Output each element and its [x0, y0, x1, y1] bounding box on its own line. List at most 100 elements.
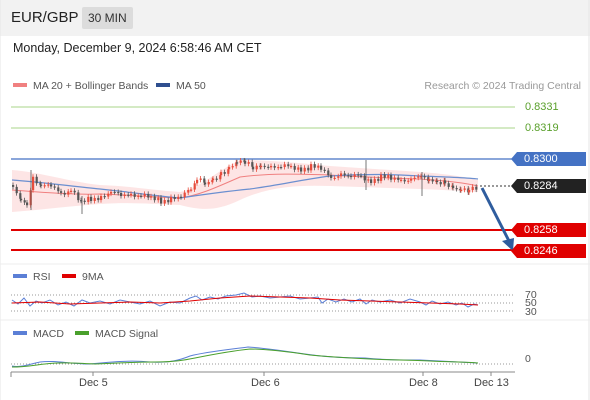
- candle-body: [330, 175, 333, 178]
- candle-body: [337, 176, 340, 178]
- candle-body: [267, 166, 270, 168]
- candle-body: [340, 173, 343, 177]
- candle-body: [212, 178, 215, 181]
- candle-body: [439, 181, 442, 185]
- candle-body: [297, 167, 300, 170]
- rsi-ma-swatch: [62, 274, 76, 279]
- candle-body: [223, 172, 226, 174]
- timeframe-button[interactable]: 30 MIN: [82, 7, 133, 29]
- candle-body: [471, 186, 474, 191]
- candle-body: [15, 186, 18, 194]
- candle-body: [113, 191, 116, 194]
- candle-body: [363, 175, 366, 181]
- rsi-level-70: 70: [525, 289, 537, 301]
- last-price-tag: 0.8284: [511, 179, 586, 193]
- candle-body: [63, 192, 66, 195]
- macd-signal-label: MACD Signal: [95, 328, 159, 340]
- ma50-line: [11, 173, 479, 199]
- candle-body: [73, 190, 76, 193]
- candle-body: [313, 164, 316, 168]
- candle-body: [252, 166, 255, 170]
- candle-body: [77, 192, 80, 201]
- candle-body: [436, 180, 439, 182]
- ma50-swatch: [156, 83, 170, 88]
- candle-body: [400, 179, 403, 181]
- candle-body: [180, 196, 183, 198]
- candle-body: [170, 196, 173, 203]
- candle-body: [410, 178, 413, 181]
- candle-body: [150, 196, 153, 198]
- candle-body: [23, 200, 26, 203]
- macd-signal-swatch: [75, 331, 89, 336]
- candle-body: [228, 167, 231, 170]
- candle-body: [380, 174, 383, 181]
- pivot-tag: 0.8300: [511, 152, 586, 166]
- candle-body: [417, 176, 420, 178]
- candle-body: [199, 178, 202, 180]
- candle-body: [147, 193, 150, 198]
- candle-body: [43, 185, 46, 187]
- candle-body: [83, 200, 86, 202]
- candle-body: [123, 194, 126, 197]
- ma20-label: MA 20 + Bollinger Bands: [33, 80, 149, 92]
- symbol-title: EUR/GBP: [11, 9, 79, 26]
- legend-rsi-ma: 9MA: [62, 271, 104, 283]
- candle-body: [130, 193, 133, 195]
- rsi-swatch: [13, 274, 27, 279]
- ma50-label: MA 50: [176, 80, 206, 92]
- legend-ma50: MA 50: [156, 80, 206, 92]
- candle-body: [320, 165, 323, 170]
- candle-body: [247, 162, 250, 164]
- candle-body: [183, 192, 186, 198]
- candle-body: [60, 191, 63, 193]
- candle-body: [303, 167, 306, 172]
- candle-body: [67, 191, 70, 195]
- candle-body: [431, 179, 434, 182]
- candle-body: [377, 178, 380, 181]
- rsi-ma-label: 9MA: [82, 271, 104, 283]
- candle-body: [460, 189, 463, 191]
- candle-body: [39, 183, 42, 185]
- candle-body: [196, 179, 199, 184]
- candle-body: [117, 191, 120, 194]
- candle-body: [157, 197, 160, 201]
- candle-body: [270, 165, 273, 168]
- candle-body: [127, 194, 130, 196]
- candle-body: [93, 197, 96, 202]
- candle-body: [107, 193, 110, 197]
- candle-body: [260, 165, 263, 168]
- candle-body: [367, 179, 370, 181]
- candle-body: [97, 197, 100, 201]
- candle-body: [468, 190, 471, 193]
- candle-body: [47, 184, 50, 186]
- candle-body: [163, 200, 166, 204]
- legend-macd: MACD: [13, 328, 64, 340]
- candle-body: [350, 175, 353, 178]
- candle-body: [204, 182, 207, 185]
- macd-swatch: [13, 331, 27, 336]
- candle-body: [50, 184, 53, 187]
- candle-body: [370, 179, 373, 183]
- candle-body: [387, 174, 390, 178]
- candle-body: [287, 164, 290, 167]
- candle-body: [277, 167, 280, 169]
- macd-signal-line: [11, 348, 479, 368]
- candle-body: [463, 188, 466, 190]
- candle-body: [333, 177, 336, 180]
- rsi-level-50: 50: [525, 297, 537, 309]
- candle-body: [263, 165, 266, 168]
- candle-body: [26, 202, 29, 206]
- legend-macd-signal: MACD Signal: [75, 328, 158, 340]
- candle-body: [235, 162, 238, 167]
- candle-body: [12, 185, 15, 187]
- candle-body: [459, 188, 462, 191]
- candle-body: [219, 175, 222, 180]
- candle-body: [427, 177, 430, 181]
- candle-body: [32, 176, 35, 191]
- candle-body: [327, 170, 330, 176]
- x-label-dec13: Dec 13: [474, 377, 509, 389]
- ma20-swatch: [13, 83, 27, 88]
- candle-body: [360, 175, 363, 177]
- candle-body: [452, 185, 455, 189]
